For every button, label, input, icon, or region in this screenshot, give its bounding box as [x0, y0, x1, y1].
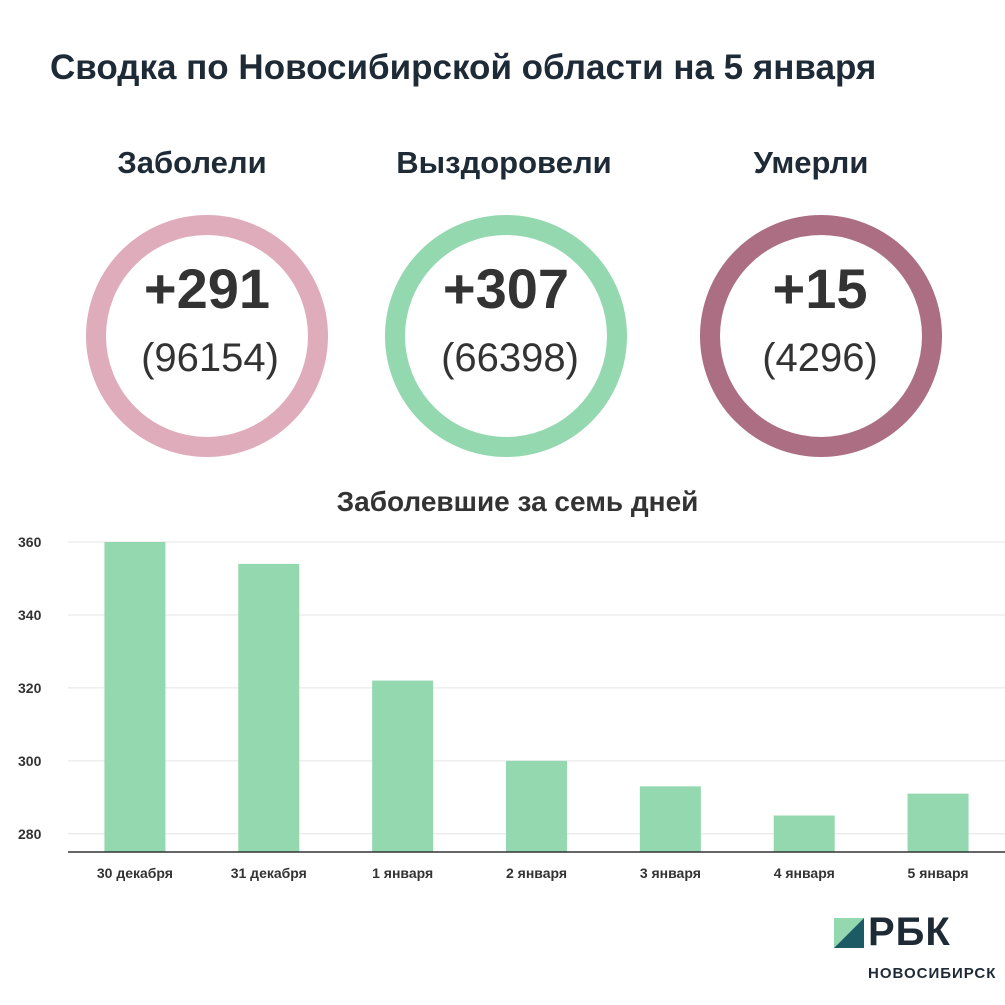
rbc-logo-icon — [834, 918, 864, 948]
y-tick-label: 280 — [18, 826, 42, 842]
bar — [238, 563, 300, 852]
logo-subtitle: НОВОСИБИРСК — [868, 965, 997, 982]
x-tick-label: 2 января — [506, 865, 567, 881]
x-tick-label: 3 января — [640, 865, 701, 881]
bar — [773, 815, 835, 852]
page-title: Сводка по Новосибирской области на 5 янв… — [50, 48, 877, 87]
stat-delta-recovered: +307 — [442, 257, 570, 320]
y-tick-label: 300 — [18, 753, 42, 769]
y-tick-label: 360 — [18, 534, 42, 550]
stat-label-infected: Заболели — [117, 145, 267, 180]
bar — [639, 786, 701, 852]
x-tick-label: 30 декабря — [97, 865, 173, 881]
y-tick-label: 320 — [18, 680, 42, 696]
stat-total-recovered: (66398) — [441, 336, 579, 380]
bar — [907, 793, 969, 852]
x-tick-label: 5 января — [908, 865, 969, 881]
bar — [506, 760, 567, 852]
bar — [372, 680, 434, 852]
bar-chart: 280 300 320 340 360 30 декабря 31 декабря 1 янв… — [18, 534, 1005, 881]
stat-delta-infected: +291 — [143, 257, 271, 320]
stat-total-deaths: (4296) — [762, 336, 878, 380]
x-tick-label: 4 января — [774, 865, 835, 881]
logo-name: РБК — [868, 910, 951, 954]
bar — [104, 542, 166, 852]
stat-delta-deaths: +15 — [772, 257, 868, 320]
y-tick-label: 340 — [18, 607, 42, 623]
chart-title: Заболевшие за семь дней — [336, 486, 699, 517]
stat-label-deaths: Умерли — [753, 145, 869, 180]
x-tick-label: 1 января — [372, 865, 433, 881]
stat-label-recovered: Выздоровели — [396, 145, 612, 180]
x-tick-label: 31 декабря — [231, 865, 307, 881]
stat-total-infected: (96154) — [141, 336, 279, 380]
